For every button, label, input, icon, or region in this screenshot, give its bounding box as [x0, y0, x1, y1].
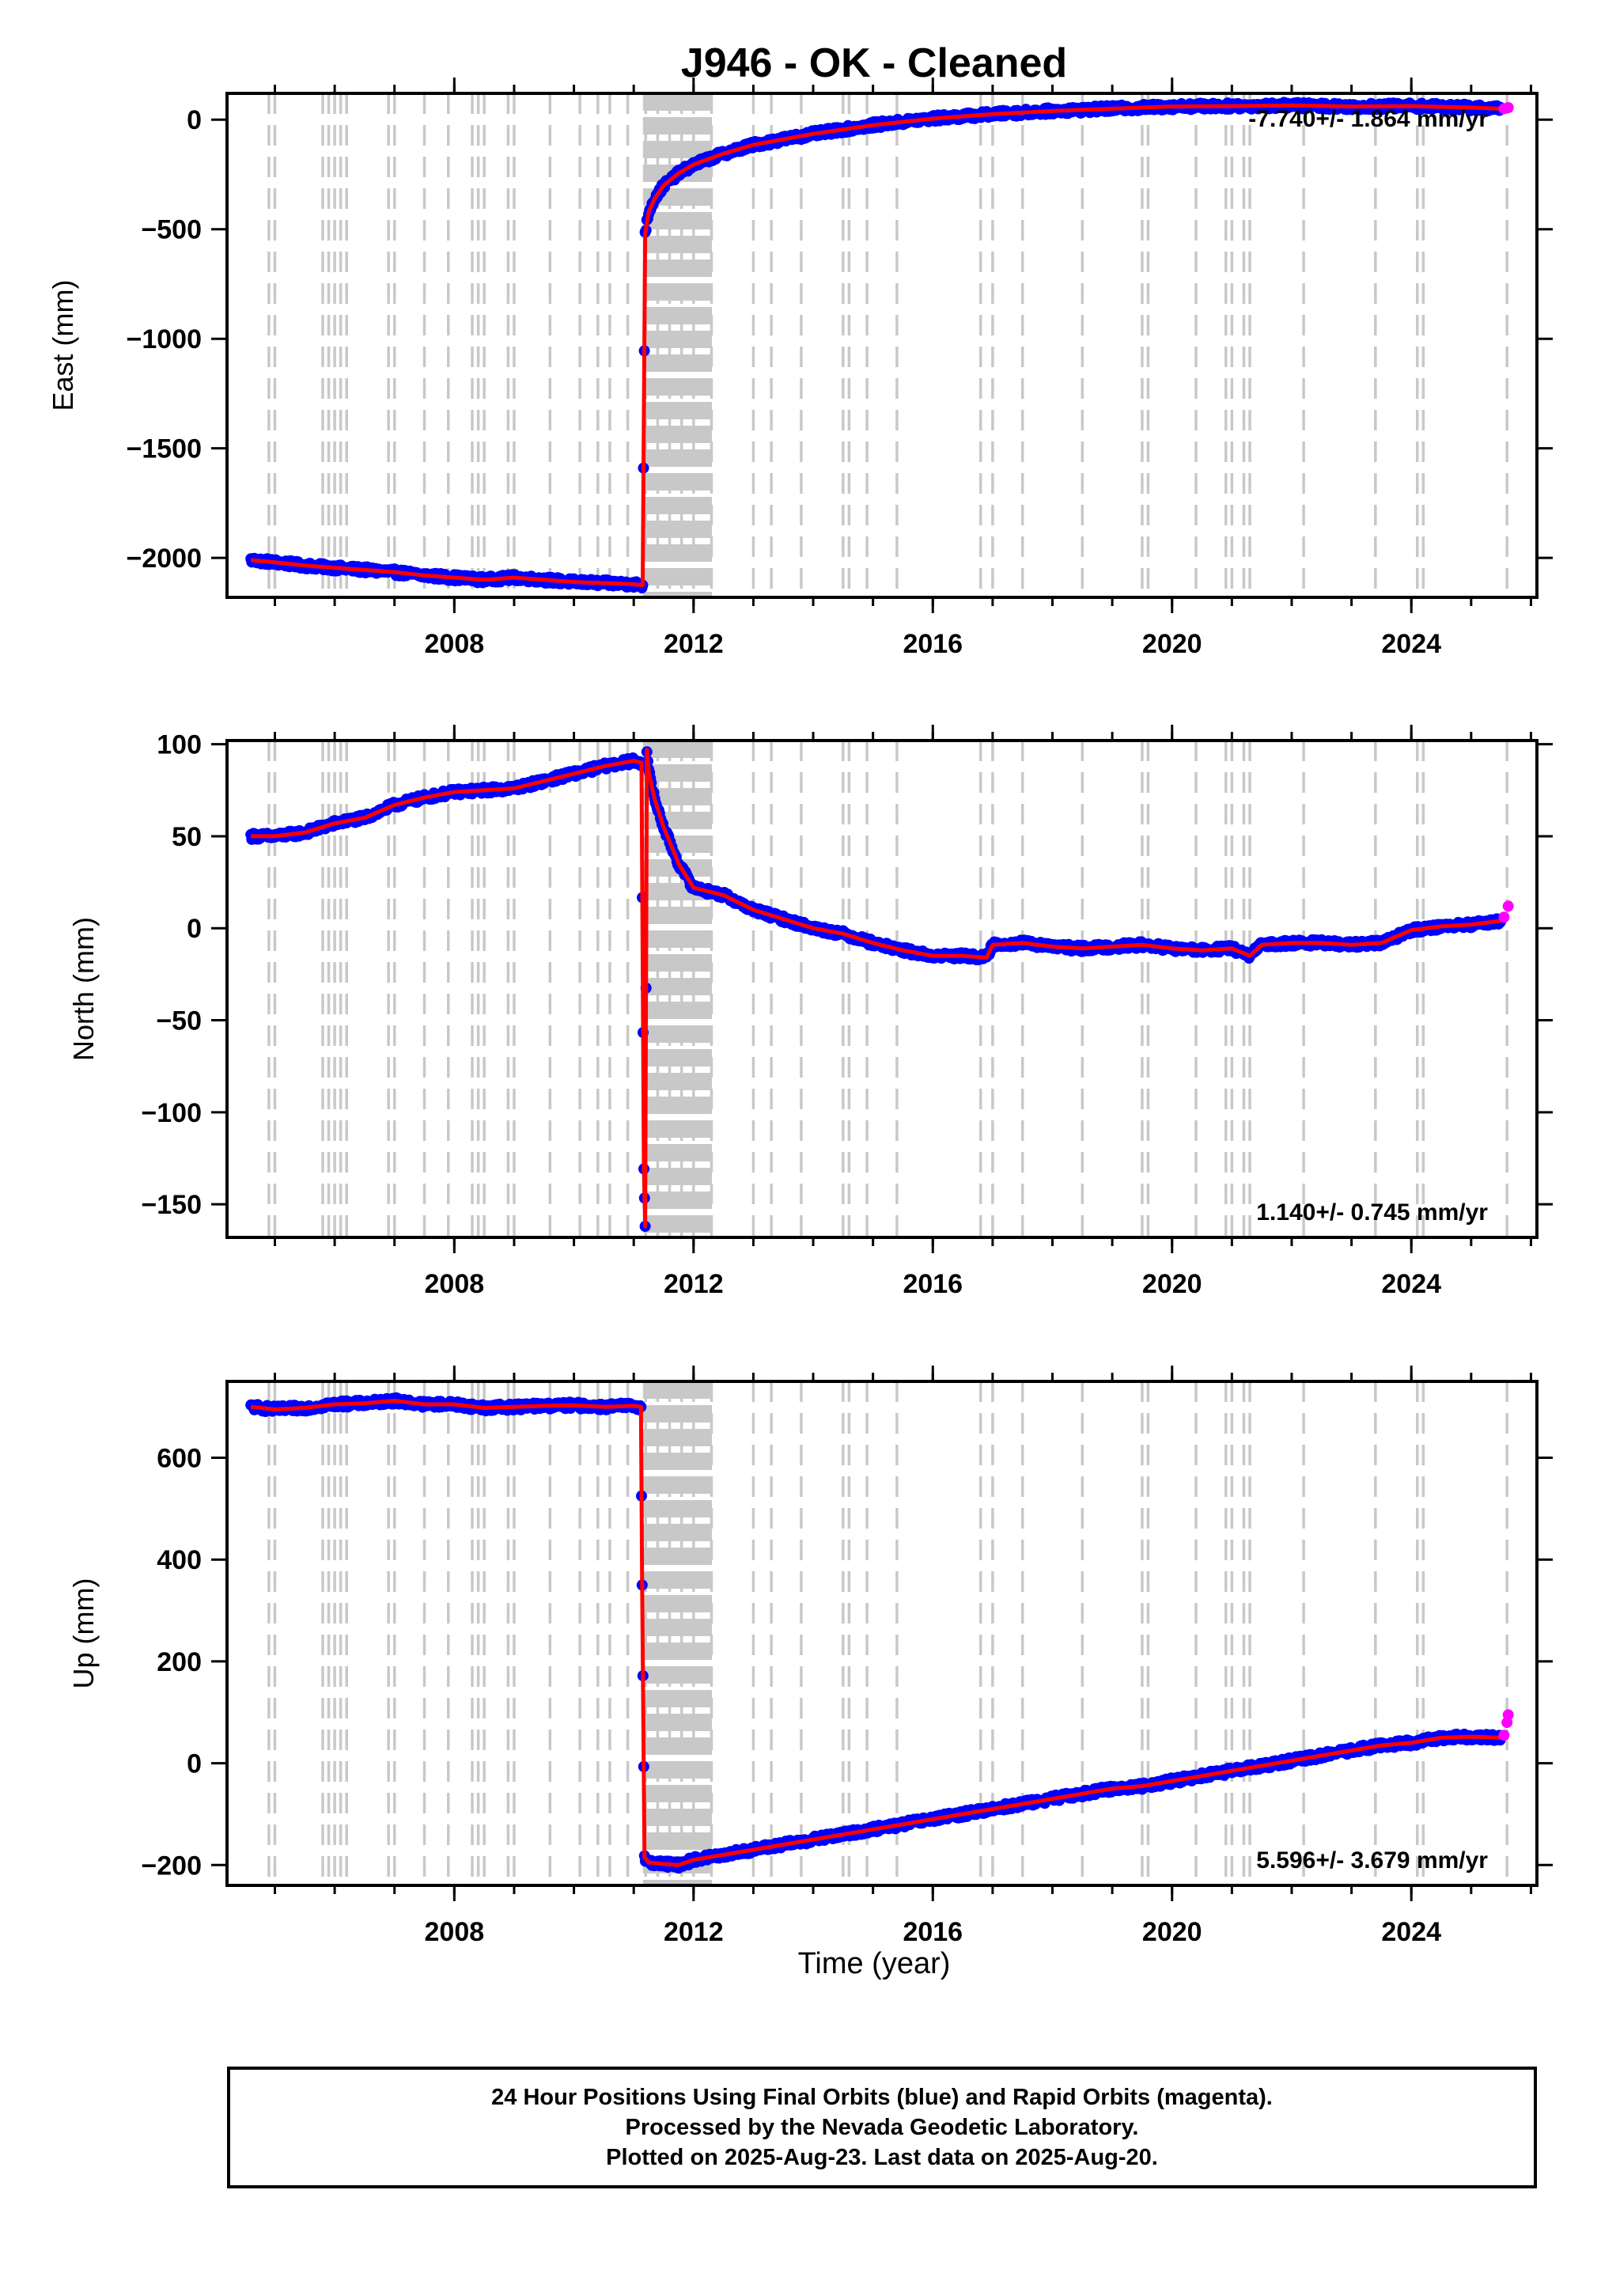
x-tick-label: 2024 [1381, 1269, 1441, 1299]
final-orbit-points [245, 97, 1507, 594]
y-tick-label: 50 [172, 822, 202, 852]
footer-line-3: Plotted on 2025-Aug-23. Last data on 202… [606, 2145, 1158, 2170]
y-tick-label: −200 [141, 1851, 202, 1881]
event-band [642, 741, 712, 1237]
model-line [251, 748, 1501, 1229]
footer-line-1: 24 Hour Positions Using Final Orbits (bl… [491, 2085, 1273, 2110]
model-line [250, 103, 1501, 588]
y-tick-label: −2000 [127, 544, 202, 574]
x-tick-label: 2012 [664, 1269, 724, 1299]
y-tick-label: −100 [141, 1098, 202, 1128]
chart-title: J946 - OK - Cleaned [681, 40, 1067, 86]
x-tick-label: 2016 [903, 1917, 963, 1947]
rapid-orbit-point [1498, 911, 1510, 923]
footer-box: 24 Hour Positions Using Final Orbits (bl… [227, 2067, 1537, 2188]
rapid-orbit-point [1502, 1709, 1514, 1721]
rapid-orbit-point [1502, 900, 1514, 912]
x-tick-label: 2008 [425, 629, 485, 659]
x-tick-label: 2012 [664, 629, 724, 659]
x-tick-label: 2020 [1142, 1917, 1202, 1947]
x-tick-label: 2008 [425, 1269, 485, 1299]
x-tick-label: 2012 [664, 1917, 724, 1947]
y-tick-label: −150 [141, 1190, 202, 1220]
final-orbit-points [245, 746, 1507, 1232]
y-tick-label: −500 [141, 215, 202, 245]
panel-up: 2008 2012 2016 2020 2024 600 400 200 0 −200 Up (mm… [67, 1366, 1553, 1947]
panel-north: 2008 2012 2016 2020 2024 100 50 0 −50 −100 −150 Nor… [67, 725, 1553, 1299]
panel-east: 2008 2012 2016 2020 2024 0 −500 −1000 −1500 −2000… [47, 78, 1553, 659]
plot-frame [225, 92, 1539, 599]
panels: 2008 2012 2016 2020 20240−500−1000−1500−2000… [47, 78, 1553, 1947]
x-tick-label: 2020 [1142, 1269, 1202, 1299]
model-line [250, 1399, 1501, 1867]
y-tick-label: 600 [157, 1444, 202, 1474]
y-tick-label: 200 [157, 1647, 202, 1677]
event-band [642, 1381, 712, 1885]
plot-frame [225, 1380, 1539, 1887]
rapid-orbit-point [1498, 1730, 1510, 1741]
y-tick-label: −1500 [127, 434, 202, 464]
rapid-orbit-point [1502, 102, 1514, 113]
y-tick-label: 400 [157, 1545, 202, 1575]
y-axis-label: Up (mm) [67, 1578, 100, 1689]
rate-annotation: 1.140+/- 0.745 mm/yr [1256, 1199, 1488, 1226]
x-tick-label: 2020 [1142, 629, 1202, 659]
footer-line-2: Processed by the Nevada Geodetic Laborat… [625, 2115, 1139, 2140]
rate-annotation: 5.596+/- 3.679 mm/yr [1256, 1847, 1488, 1874]
final-orbit-points [245, 1392, 1507, 1874]
x-tick-label: 2016 [903, 1269, 963, 1299]
x-tick-label: 2008 [425, 1917, 485, 1947]
plot-area [245, 93, 1514, 597]
plot-area [245, 1381, 1514, 1885]
plot-area [245, 741, 1514, 1237]
y-tick-label: 0 [187, 105, 202, 135]
y-tick-label: −1000 [127, 324, 202, 354]
y-axis-label: North (mm) [67, 917, 100, 1061]
x-tick-label: 2024 [1381, 629, 1441, 659]
y-axis-label: East (mm) [47, 280, 79, 411]
x-tick-label: 2016 [903, 629, 963, 659]
x-axis-label: Time (year) [798, 1947, 951, 1980]
y-tick-label: −50 [156, 1006, 202, 1036]
y-tick-label: 0 [187, 1749, 202, 1779]
y-tick-label: 100 [157, 730, 202, 760]
plot-frame [225, 739, 1539, 1239]
rate-annotation: -7.740+/- 1.864 mm/yr [1248, 106, 1488, 132]
y-tick-label: 0 [187, 914, 202, 944]
x-tick-label: 2024 [1381, 1917, 1441, 1947]
